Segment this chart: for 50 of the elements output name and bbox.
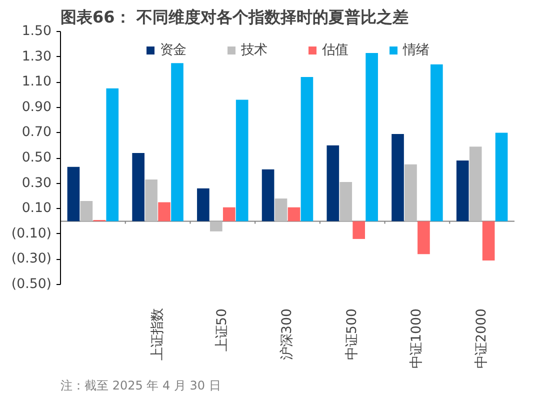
bar — [495, 132, 508, 222]
x-tick-label: 上证50 — [215, 308, 230, 352]
bar — [158, 202, 170, 222]
bar — [340, 182, 352, 222]
bar — [132, 152, 144, 222]
bar — [171, 63, 184, 222]
legend-label: 技术 — [241, 42, 267, 59]
bar — [352, 221, 366, 239]
bar — [430, 64, 443, 222]
bar — [145, 180, 158, 222]
x-tick-label: 中证500 — [344, 308, 360, 360]
legend-label: 资金 — [160, 42, 186, 59]
legend-label: 估值 — [322, 42, 348, 59]
y-tick-label: 1.50 — [22, 24, 52, 39]
bar — [456, 160, 469, 222]
x-tick-label: 中证1000 — [410, 308, 425, 368]
bar — [274, 198, 288, 222]
y-tick-label: 0.50 — [22, 150, 52, 166]
legend-label: 情绪 — [403, 42, 429, 59]
bar — [80, 201, 93, 222]
bar — [366, 53, 378, 222]
bar — [67, 166, 80, 222]
y-tick-label: 1.10 — [22, 74, 52, 90]
bar — [326, 145, 340, 222]
bar — [469, 146, 482, 222]
y-tick-label: (0.10) — [11, 226, 52, 242]
x-tick-label: 上证指数 — [150, 308, 166, 360]
y-tick-label: 0.10 — [22, 201, 52, 216]
bar — [392, 134, 404, 222]
bar — [210, 221, 222, 232]
x-tick-label: 沪深300 — [279, 308, 295, 360]
bar — [262, 169, 274, 222]
y-tick-label: 0.70 — [22, 125, 52, 140]
chart-title: 图表66： 不同维度对各个指数择时的夏普比之差 — [60, 8, 408, 26]
bar — [404, 164, 417, 222]
y-tick-label: (0.50) — [11, 277, 52, 292]
y-tick-label: 0.30 — [22, 176, 52, 191]
bar — [222, 207, 236, 222]
bar — [288, 207, 300, 222]
bar — [106, 88, 119, 222]
y-tick-label: 1.30 — [22, 49, 52, 64]
bar — [197, 188, 210, 222]
bar — [482, 221, 495, 260]
y-tick-label: (0.30) — [11, 252, 52, 267]
bar — [300, 77, 314, 222]
bar — [236, 100, 248, 222]
text: 注：截至 2025 年 4 月 30 日 — [60, 378, 221, 392]
y-tick-label: 0.90 — [22, 100, 52, 115]
bar — [418, 221, 430, 254]
x-tick-label: 中证2000 — [474, 308, 490, 368]
